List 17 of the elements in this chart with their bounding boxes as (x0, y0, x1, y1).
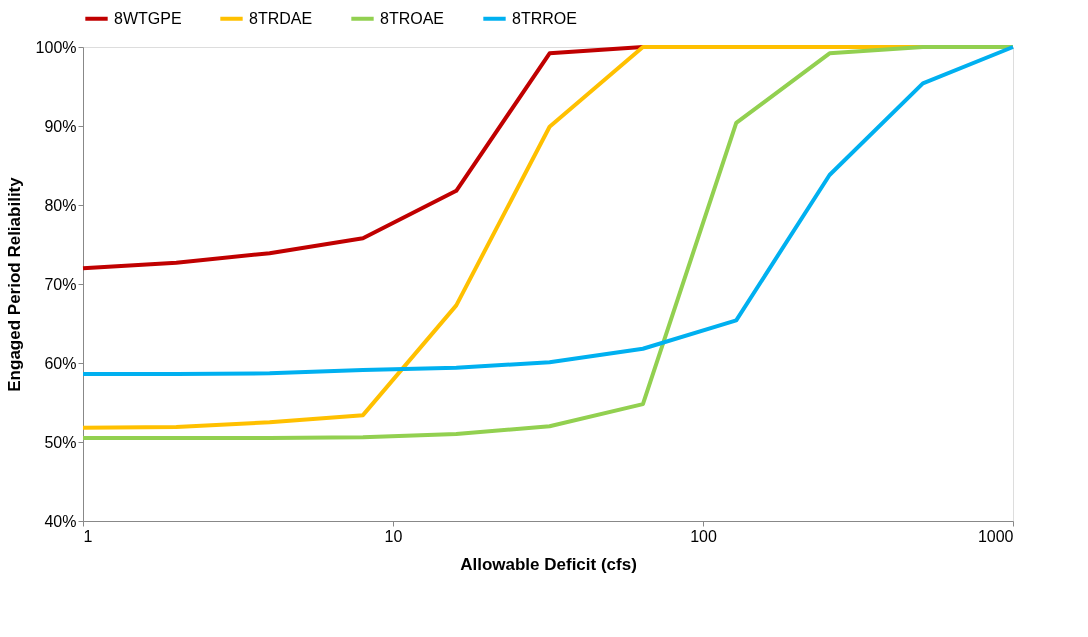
x-tick-label: 1 (83, 527, 93, 545)
y-tick-label: 80% (44, 196, 77, 214)
legend-label: 8TRDAE (249, 9, 313, 27)
x-tick-label: 1000 (977, 527, 1014, 545)
y-tick-label: 50% (44, 433, 77, 451)
x-axis-title: Allowable Deficit (cfs) (460, 554, 637, 574)
legend-label: 8WTGPE (114, 9, 182, 27)
legend-label: 8TRROE (512, 9, 577, 27)
x-tick-label: 10 (384, 527, 403, 545)
y-tick-label: 90% (44, 117, 77, 135)
y-tick-label: 60% (44, 354, 77, 372)
y-tick-label: 40% (44, 512, 77, 530)
y-tick-label: 70% (44, 275, 77, 293)
x-tick-label: 100 (690, 527, 717, 545)
legend-label: 8TROAE (380, 9, 445, 27)
y-axis-title: Engaged Period Reliability (4, 176, 24, 392)
y-tick-label: 100% (35, 38, 77, 56)
